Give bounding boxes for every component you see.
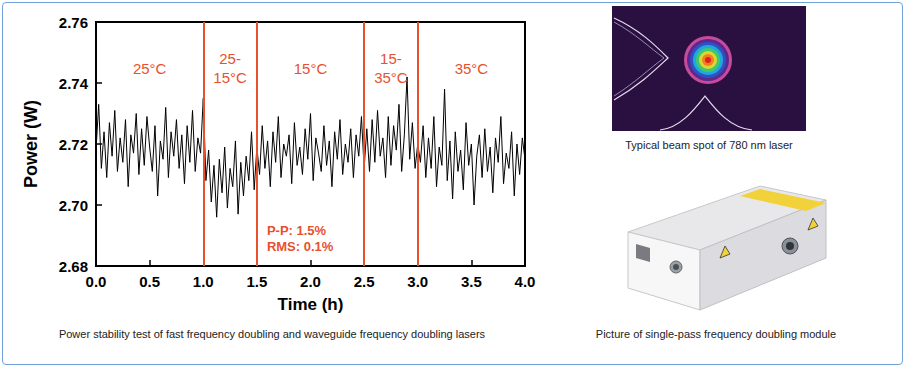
- svg-text:RMS: 0.1%: RMS: 0.1%: [267, 239, 334, 254]
- svg-text:35°C: 35°C: [455, 60, 489, 77]
- svg-text:3.5: 3.5: [461, 273, 482, 290]
- svg-text:25°C: 25°C: [133, 60, 167, 77]
- svg-text:Power (W): Power (W): [21, 100, 41, 188]
- svg-text:15°C: 15°C: [294, 60, 328, 77]
- svg-text:35°C: 35°C: [374, 69, 408, 86]
- svg-text:3.0: 3.0: [407, 273, 428, 290]
- svg-text:2.0: 2.0: [300, 273, 321, 290]
- svg-text:2.70: 2.70: [59, 197, 88, 214]
- svg-text:Time (h): Time (h): [278, 295, 344, 314]
- svg-text:4.0: 4.0: [515, 273, 536, 290]
- svg-text:1.5: 1.5: [246, 273, 267, 290]
- svg-text:15°C: 15°C: [213, 69, 247, 86]
- svg-text:0.0: 0.0: [86, 273, 107, 290]
- svg-text:2.76: 2.76: [59, 14, 88, 31]
- html-text:Power stability test of fast f: Power stability test of fast frequency d…: [58, 328, 486, 340]
- svg-text:1.0: 1.0: [193, 273, 214, 290]
- svg-text:2.72: 2.72: [59, 136, 88, 153]
- svg-text:0.5: 0.5: [139, 273, 160, 290]
- svg-text:2.5: 2.5: [354, 273, 375, 290]
- svg-text:P-P: 1.5%: P-P: 1.5%: [267, 223, 327, 238]
- svg-text:2.68: 2.68: [59, 258, 88, 275]
- svg-text:15-: 15-: [380, 50, 402, 67]
- svg-text:25-: 25-: [219, 50, 241, 67]
- html-text:Picture of single-pass frequen: Picture of single-pass frequency doublin…: [595, 328, 837, 340]
- svg-text:2.74: 2.74: [59, 75, 89, 92]
- html-text:Typical beam spot of 780 nm la: Typical beam spot of 780 nm laser: [625, 139, 793, 151]
